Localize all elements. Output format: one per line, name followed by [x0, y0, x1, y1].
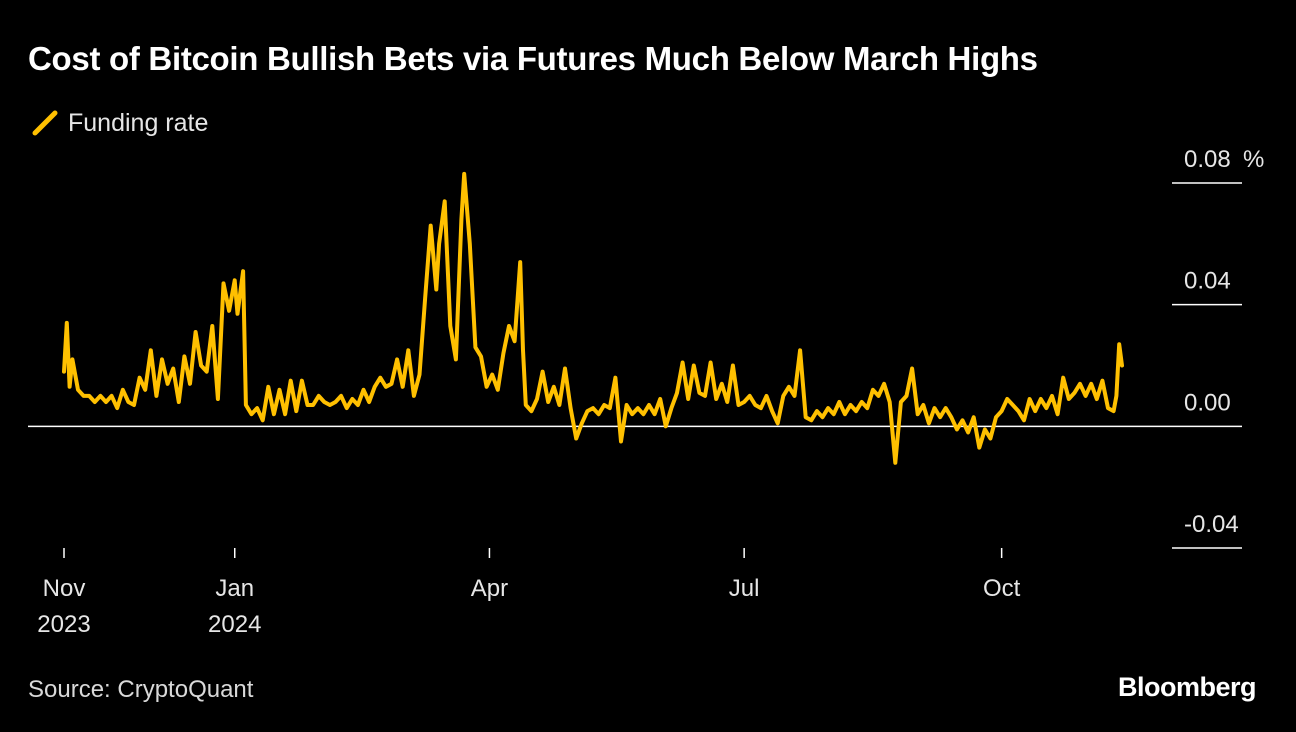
- x-tick-label: Nov: [43, 575, 86, 602]
- y-unit-label: %: [1243, 146, 1264, 173]
- series-line-funding-rate: [62, 171, 1124, 465]
- y-tick-label: 0.08: [1184, 146, 1231, 173]
- x-tick-label: Oct: [983, 575, 1021, 602]
- x-tick-label: Jan: [215, 575, 254, 602]
- y-tick-label: -0.04: [1184, 511, 1239, 538]
- x-tick-label: Apr: [471, 575, 508, 602]
- chart-title: Cost of Bitcoin Bullish Bets via Futures…: [28, 40, 1038, 77]
- legend-label: Funding rate: [68, 108, 209, 137]
- x-tick-label-year: 2024: [208, 611, 261, 638]
- y-tick-label: 0.00: [1184, 389, 1231, 416]
- source-note: Source: CryptoQuant: [28, 676, 254, 703]
- y-tick-label: 0.04: [1184, 268, 1231, 295]
- legend: Funding rate: [32, 106, 208, 140]
- legend-swatch-icon: [32, 110, 58, 136]
- x-tick-label-year: 2023: [37, 611, 90, 638]
- x-tick-label: Jul: [729, 575, 760, 602]
- bloomberg-logo: Bloomberg: [1117, 672, 1257, 702]
